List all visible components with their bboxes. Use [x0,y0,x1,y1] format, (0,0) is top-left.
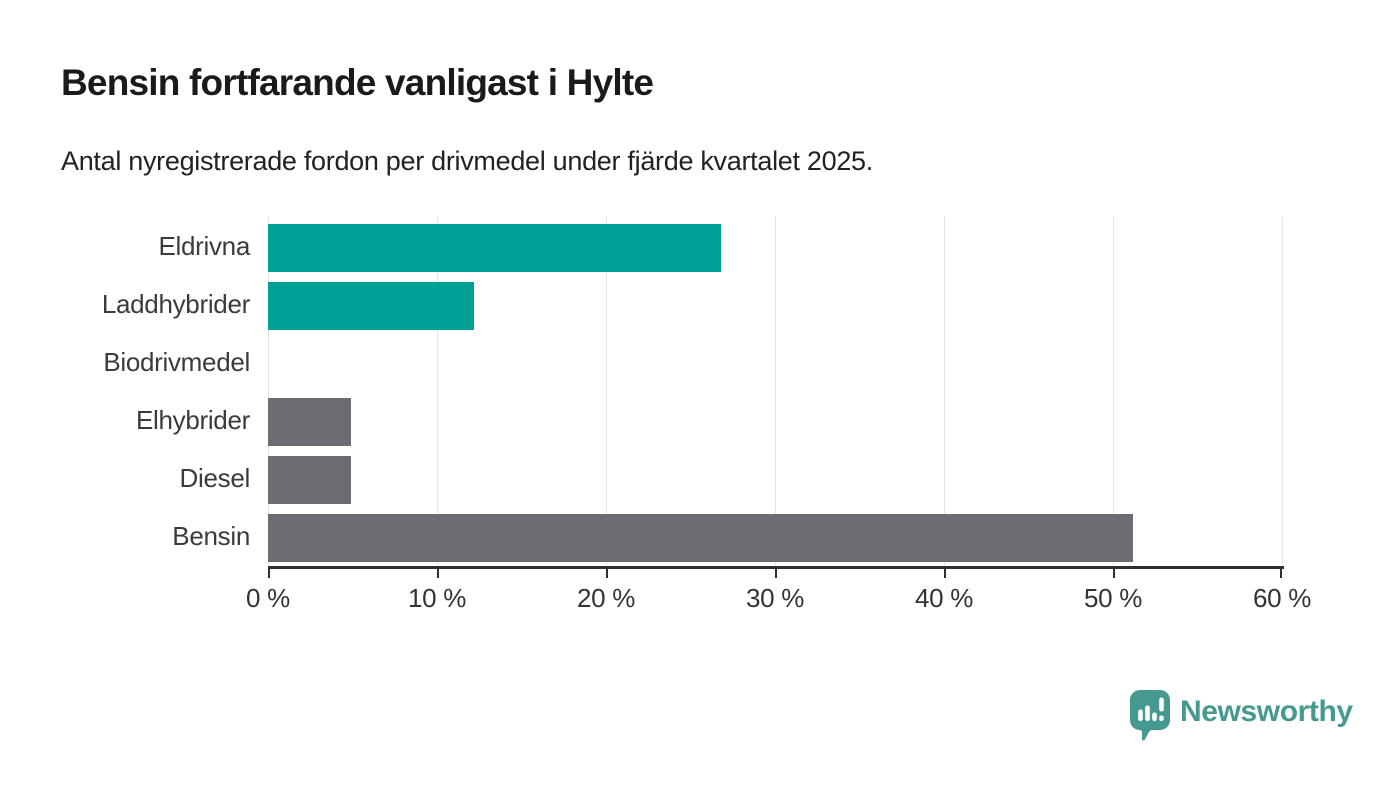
category-label: Bensin [172,521,250,551]
newsworthy-logo-text: Newsworthy [1180,695,1353,728]
category-label: Eldrivna [158,231,250,261]
x-axis-tick [437,569,439,578]
category-label: Diesel [179,463,251,493]
gridline [437,217,438,565]
chart-subtitle: Antal nyregistrerade fordon per drivmede… [61,146,873,176]
x-axis-tick [775,569,777,578]
x-axis-tick [944,569,946,578]
plot-area [268,217,1283,565]
chart-title: Bensin fortfarande vanligast i Hylte [61,62,654,103]
x-axis-tick-label: 0 % [246,583,290,613]
x-axis-tick [1113,569,1115,578]
bar-diesel [268,456,351,504]
gridline [1282,217,1283,565]
gridline [1113,217,1114,565]
x-axis-tick [268,569,270,578]
x-axis-tick [606,569,608,578]
x-axis-tick-label: 60 % [1252,583,1312,613]
x-axis-tick-label: 10 % [407,583,467,613]
bar-elhybrider [268,398,351,446]
bar-bensin [268,514,1134,562]
category-label: Laddhybrider [101,289,250,319]
bar-laddhybrider [268,282,475,330]
x-axis-line [268,566,1284,569]
x-axis-tick [1280,569,1282,578]
x-axis-tick-label: 50 % [1083,583,1143,613]
gridline [268,217,269,565]
x-axis-tick-label: 20 % [576,583,636,613]
newsworthy-pin-chart-icon [1130,690,1170,741]
newsworthy-logo[interactable]: Newsworthy [1130,690,1353,744]
category-label: Biodrivmedel [103,347,250,377]
category-label: Elhybrider [135,405,250,435]
bar-eldrivna [268,224,721,272]
x-axis-tick-label: 30 % [745,583,805,613]
gridline [606,217,607,565]
gridline [944,217,945,565]
bar-chart: Eldrivna Laddhybrider Biodrivmedel Elhybrid… [101,217,1312,613]
x-axis-tick-label: 40 % [914,583,974,613]
gridline [775,217,776,565]
